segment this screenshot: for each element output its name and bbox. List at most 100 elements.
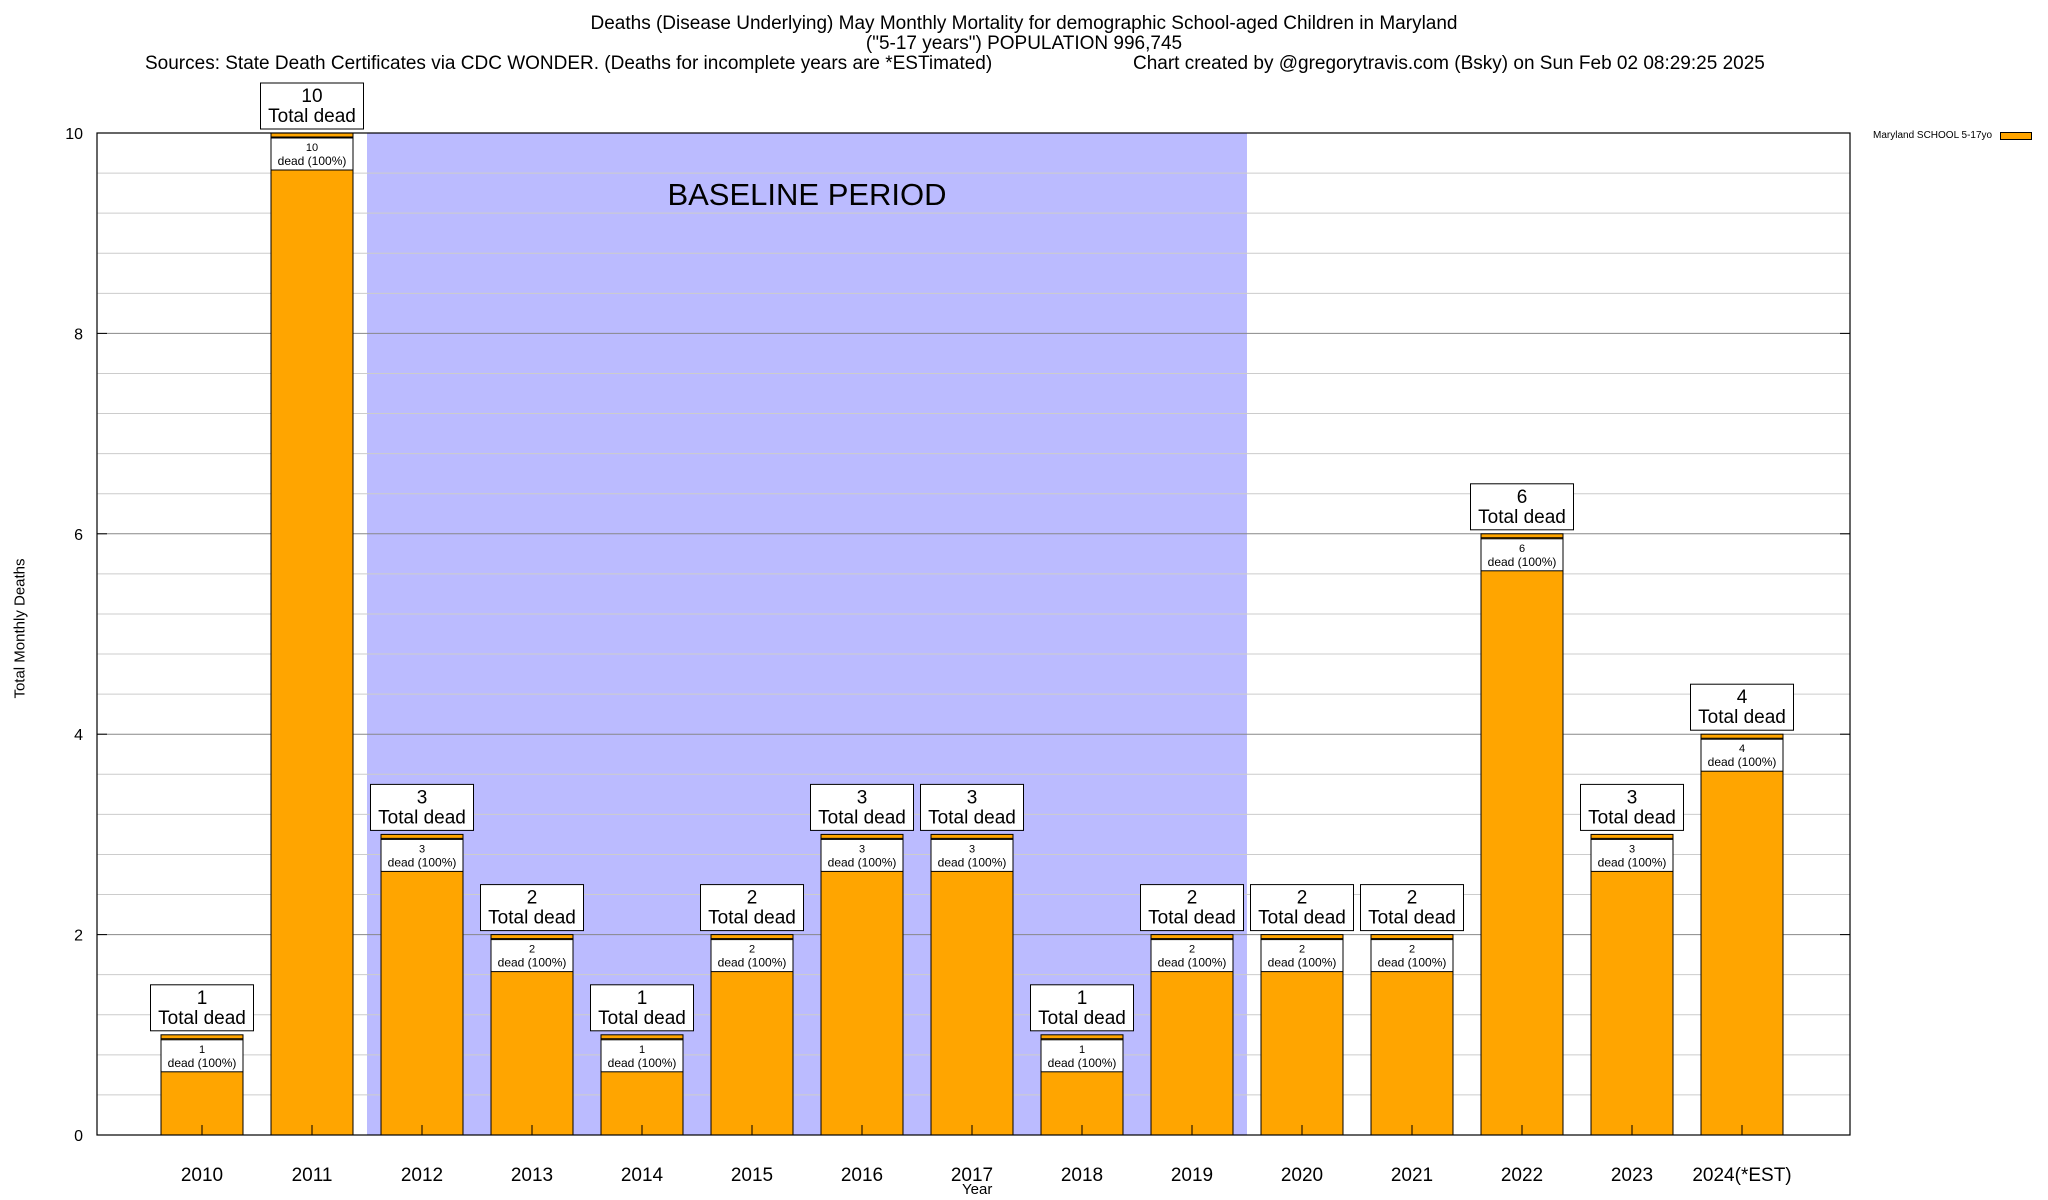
total-label-box xyxy=(700,884,804,932)
total-label-text: Total dead xyxy=(488,908,576,929)
total-label-box xyxy=(1030,984,1134,1032)
total-label-value: 4 xyxy=(1737,687,1748,708)
inner-label-value: 6 xyxy=(1519,543,1525,555)
x-tick-label: 2010 xyxy=(181,1165,223,1186)
total-label-text: Total dead xyxy=(598,1008,686,1029)
inner-label-text: dead (100%) xyxy=(168,1056,237,1070)
total-label-text: Total dead xyxy=(1148,908,1236,929)
inner-label-box xyxy=(160,1039,244,1073)
inner-label-text: dead (100%) xyxy=(278,154,347,168)
x-tick-label: 2016 xyxy=(841,1165,883,1186)
inner-label-text: dead (100%) xyxy=(718,956,787,970)
bar xyxy=(930,833,1014,1136)
inner-label-value: 3 xyxy=(859,843,865,855)
total-label-box xyxy=(150,984,254,1032)
y-tick-label: 8 xyxy=(74,326,83,343)
inner-label-box xyxy=(710,939,794,973)
inner-label-box xyxy=(1040,1039,1124,1073)
total-label-box xyxy=(1580,783,1684,831)
x-tick-label: 2022 xyxy=(1501,1165,1543,1186)
inner-label-box xyxy=(930,838,1014,872)
inner-label-value: 3 xyxy=(969,843,975,855)
x-tick-label: 2017 xyxy=(951,1165,993,1186)
x-tick-label: 2012 xyxy=(401,1165,443,1186)
inner-label-text: dead (100%) xyxy=(1158,956,1227,970)
inner-label-text: dead (100%) xyxy=(1268,956,1337,970)
total-label-text: Total dead xyxy=(268,106,356,127)
total-label-box xyxy=(370,783,474,831)
inner-label-box xyxy=(1700,738,1784,772)
total-label-box xyxy=(1360,884,1464,932)
total-label-text: Total dead xyxy=(158,1008,246,1029)
bar xyxy=(380,833,464,1136)
x-tick-label: 2021 xyxy=(1391,1165,1433,1186)
total-label-box xyxy=(1470,483,1574,531)
inner-label-box xyxy=(1150,939,1234,973)
bar xyxy=(1480,533,1564,1136)
total-label-text: Total dead xyxy=(1038,1008,1126,1029)
total-label-text: Total dead xyxy=(378,807,466,828)
total-label-text: Total dead xyxy=(1588,807,1676,828)
inner-label-box xyxy=(1480,538,1564,572)
inner-label-text: dead (100%) xyxy=(1708,755,1777,769)
total-label-box xyxy=(480,884,584,932)
total-label-value: 1 xyxy=(197,988,208,1009)
x-tick-label: 2018 xyxy=(1061,1165,1103,1186)
total-label-value: 3 xyxy=(417,787,428,808)
x-tick-label: 2019 xyxy=(1171,1165,1213,1186)
inner-label-box xyxy=(600,1039,684,1073)
inner-label-value: 2 xyxy=(1189,944,1195,956)
bar xyxy=(820,833,904,1136)
total-label-text: Total dead xyxy=(1478,507,1566,528)
inner-label-text: dead (100%) xyxy=(1378,956,1447,970)
total-label-text: Total dead xyxy=(928,807,1016,828)
x-tick-label: 2023 xyxy=(1611,1165,1653,1186)
y-tick-label: 4 xyxy=(74,727,83,744)
x-tick-label: 2013 xyxy=(511,1165,553,1186)
inner-label-value: 1 xyxy=(1079,1044,1085,1056)
inner-label-box xyxy=(1370,939,1454,973)
chart-credit: Chart created by @gregorytravis.com (Bsk… xyxy=(1133,53,1765,74)
total-label-box xyxy=(1140,884,1244,932)
total-label-text: Total dead xyxy=(1368,908,1456,929)
chart-subtitle: ("5-17 years") POPULATION 996,745 xyxy=(865,33,1183,54)
y-tick-label: 10 xyxy=(65,126,83,143)
total-label-box xyxy=(590,984,694,1032)
inner-label-text: dead (100%) xyxy=(1598,855,1667,869)
x-tick-label: 2015 xyxy=(731,1165,773,1186)
total-label-value: 6 xyxy=(1517,487,1528,508)
legend-label: Maryland SCHOOL 5-17yo xyxy=(1873,130,1993,141)
y-tick-label: 0 xyxy=(74,1128,83,1145)
total-label-value: 3 xyxy=(1627,787,1638,808)
y-tick-label: 2 xyxy=(74,928,83,945)
total-label-value: 2 xyxy=(1187,888,1198,909)
inner-label-text: dead (100%) xyxy=(608,1056,677,1070)
total-label-value: 2 xyxy=(527,888,538,909)
x-tick-label: 2024(*EST) xyxy=(1692,1165,1791,1186)
inner-label-box xyxy=(1260,939,1344,973)
inner-label-text: dead (100%) xyxy=(1048,1056,1117,1070)
inner-label-value: 2 xyxy=(529,944,535,956)
inner-label-value: 3 xyxy=(1629,843,1635,855)
inner-label-text: dead (100%) xyxy=(498,956,567,970)
x-tick-label: 2020 xyxy=(1281,1165,1323,1186)
total-label-value: 3 xyxy=(967,787,978,808)
total-label-text: Total dead xyxy=(1698,707,1786,728)
inner-label-value: 3 xyxy=(419,843,425,855)
total-label-value: 2 xyxy=(1407,888,1418,909)
x-tick-label: 2011 xyxy=(292,1165,333,1186)
inner-label-text: dead (100%) xyxy=(938,855,1007,869)
total-label-box xyxy=(260,82,364,130)
total-label-box xyxy=(1250,884,1354,932)
x-axis-label: Year xyxy=(962,1181,993,1198)
inner-label-value: 1 xyxy=(639,1044,645,1056)
inner-label-box xyxy=(490,939,574,973)
baseline-label: BASELINE PERIOD xyxy=(667,177,946,212)
inner-label-text: dead (100%) xyxy=(1488,555,1557,569)
y-tick-label: 6 xyxy=(74,527,83,544)
legend: Maryland SCHOOL 5-17yo xyxy=(1873,130,2033,141)
inner-label-text: dead (100%) xyxy=(828,855,897,869)
inner-label-box xyxy=(270,137,354,171)
total-label-value: 10 xyxy=(301,86,322,107)
